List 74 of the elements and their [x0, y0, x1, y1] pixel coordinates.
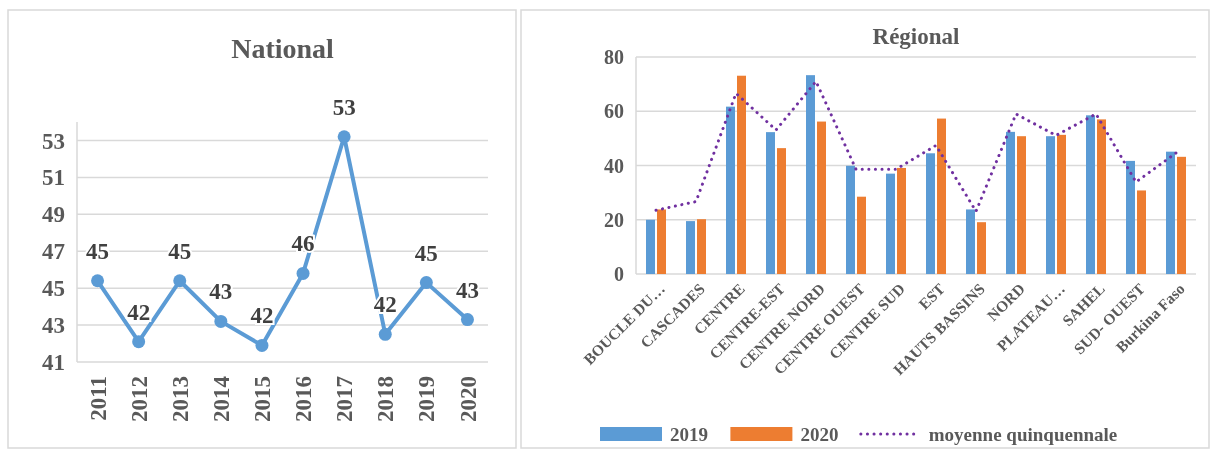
bar [966, 209, 975, 274]
point [337, 130, 351, 144]
y-tick-label: 60 [604, 100, 624, 123]
chart-title: National [231, 33, 335, 64]
y-tick-label: 51 [42, 165, 65, 191]
y-tick-label: 40 [604, 154, 624, 177]
bar [1126, 160, 1135, 274]
bar [1046, 136, 1055, 274]
y-tick-label: 80 [604, 46, 624, 68]
bar [1177, 156, 1186, 274]
legend-label: moyenne quinquennale [928, 423, 1118, 445]
point [173, 274, 187, 288]
point [132, 335, 146, 349]
data-label: 45 [86, 238, 110, 264]
x-tick-label: 2015 [250, 376, 275, 422]
bar [1137, 190, 1146, 274]
data-label: 43 [455, 277, 479, 303]
bar [886, 173, 895, 274]
bar [937, 118, 946, 274]
bar [1097, 119, 1106, 274]
bar [777, 148, 786, 274]
data-label: 53 [332, 94, 356, 120]
point [460, 313, 474, 327]
bar [846, 165, 855, 274]
y-tick-label: 49 [42, 202, 65, 228]
y-tick-label: 53 [42, 128, 65, 154]
bar [766, 132, 775, 274]
y-tick-label: 47 [42, 239, 65, 265]
bar [817, 121, 826, 274]
bar [977, 222, 986, 274]
data-label: 42 [250, 303, 274, 329]
x-tick-label: 2018 [373, 376, 399, 422]
bar [686, 221, 695, 274]
bar [806, 75, 815, 274]
line-series [654, 79, 1178, 213]
x-tick-label: 2016 [291, 376, 317, 422]
bar [697, 219, 706, 274]
bar [657, 209, 666, 274]
legend-label: 2019 [670, 423, 708, 445]
x-tick-label: 2017 [332, 376, 358, 422]
x-tick-label: 2012 [126, 376, 152, 422]
legend-label: 2020 [800, 423, 839, 445]
bar [857, 196, 866, 274]
x-tick-label: 2014 [208, 375, 234, 422]
bar [926, 153, 935, 274]
bar [1057, 134, 1066, 274]
point [296, 266, 310, 280]
bar [646, 219, 655, 274]
data-label: 45 [414, 240, 438, 266]
x-tick-label: 2020 [455, 376, 481, 422]
x-tick-label: 2019 [414, 376, 440, 422]
bar [1086, 115, 1095, 274]
x-tick-label: 2013 [167, 376, 193, 422]
y-tick-label: 45 [42, 276, 65, 302]
y-tick-label: 0 [614, 263, 624, 285]
x-tick-label: 2011 [85, 376, 111, 421]
point [214, 314, 228, 328]
bar [1017, 136, 1026, 274]
bar [1006, 131, 1015, 274]
y-tick-label: 41 [42, 350, 65, 376]
chart-title: Régional [872, 24, 960, 49]
point [378, 327, 392, 341]
data-label: 42 [127, 299, 151, 325]
y-tick-label: 20 [604, 208, 624, 231]
point [419, 276, 433, 290]
bar [737, 75, 746, 274]
bar [726, 106, 735, 274]
data-label: 45 [168, 238, 192, 264]
point [91, 274, 105, 288]
point [255, 338, 269, 352]
data-label: 43 [209, 279, 233, 305]
bar [897, 167, 906, 274]
bar [1166, 151, 1175, 274]
y-tick-label: 43 [42, 313, 65, 339]
